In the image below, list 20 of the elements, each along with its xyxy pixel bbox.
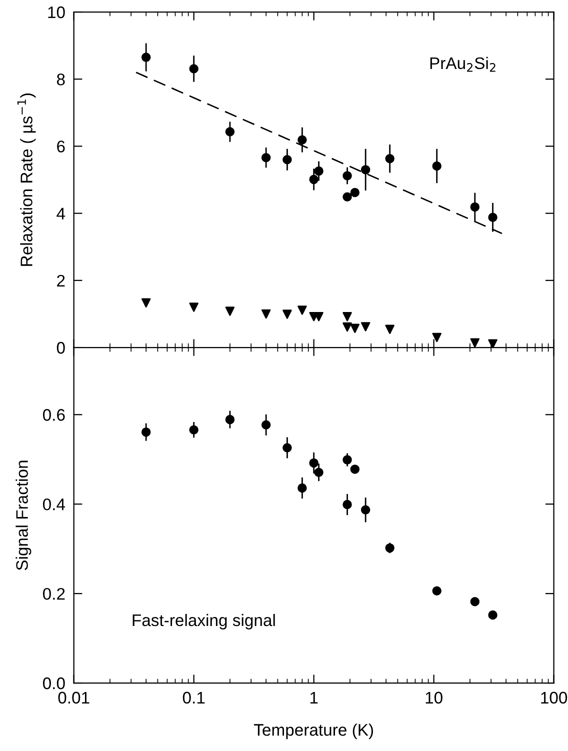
x-axis-title: Temperature (K) (254, 724, 373, 740)
x-tick-label: 0.01 (58, 692, 90, 704)
annotation: PrAu$_{2}$Si$_{2}$ (430, 56, 496, 72)
y-tick-label: 4 (56, 208, 66, 220)
y-tick-label: 0.6 (42, 409, 65, 421)
y-axis-title: Relaxation Rate ( µs$^{−1}$) (17, 94, 36, 266)
y-tick-label: 0.0 (42, 677, 65, 690)
x-tick-label: 100 (541, 692, 568, 704)
y-tick-label: 0 (56, 342, 65, 354)
y-tick-label: 10 (48, 6, 65, 18)
y-axis-title: Signal Fraction (16, 460, 32, 570)
y-tick-label: 8 (56, 74, 65, 86)
x-tick-label: 0.1 (182, 692, 205, 704)
y-tick-label: 0.4 (42, 498, 66, 510)
y-tick-label: 0.2 (42, 588, 65, 600)
y-tick-label: 6 (57, 140, 65, 152)
y-tick-label: 2 (57, 274, 65, 286)
x-tick-label: 10 (426, 692, 442, 704)
annotation: Fast-relaxing signal (132, 614, 275, 630)
x-tick-label: 1 (310, 692, 318, 704)
